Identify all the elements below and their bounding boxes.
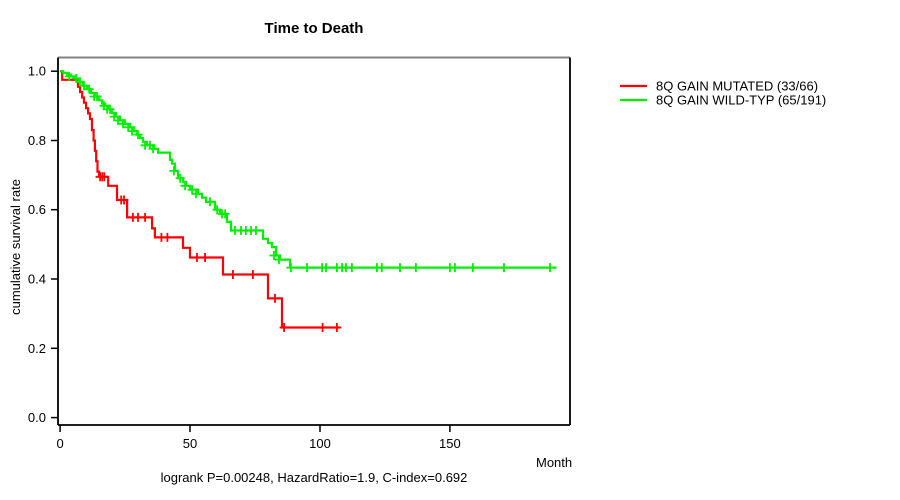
y-axis-label: cumulative survival rate xyxy=(8,179,23,315)
x-tick-label: 100 xyxy=(309,436,331,451)
survival-curve-mutated xyxy=(60,70,340,329)
y-tick-label: 0.6 xyxy=(28,202,46,217)
legend-label-mutated: 8Q GAIN MUTATED (33/66) xyxy=(656,79,818,94)
y-tick-label: 1.0 xyxy=(28,64,46,79)
censor-marks-wildtype xyxy=(64,71,555,273)
x-tick-label: 150 xyxy=(439,436,461,451)
y-tick-label: 0.8 xyxy=(28,133,46,148)
chart-title: Time to Death xyxy=(265,20,364,37)
survival-curve-wildtype xyxy=(60,70,557,269)
x-tick-label: 50 xyxy=(183,436,197,451)
y-tick-label: 0.4 xyxy=(28,272,46,287)
y-tick-label: 0.2 xyxy=(28,341,46,356)
x-axis-label: Month xyxy=(536,455,572,470)
y-tick-label: 0.0 xyxy=(28,410,46,425)
x-tick-label: 0 xyxy=(56,436,63,451)
legend: 8Q GAIN MUTATED (33/66) 8Q GAIN WILD-TYP… xyxy=(620,79,826,108)
plot-area: 0.0 0.2 0.4 0.6 0.8 1.0 0 50 100 150 xyxy=(28,56,571,451)
legend-label-wildtype: 8Q GAIN WILD-TYP (65/191) xyxy=(656,93,826,108)
censor-marks-mutated xyxy=(95,172,342,332)
footer-stats: logrank P=0.00248, HazardRatio=1.9, C-in… xyxy=(161,470,468,485)
